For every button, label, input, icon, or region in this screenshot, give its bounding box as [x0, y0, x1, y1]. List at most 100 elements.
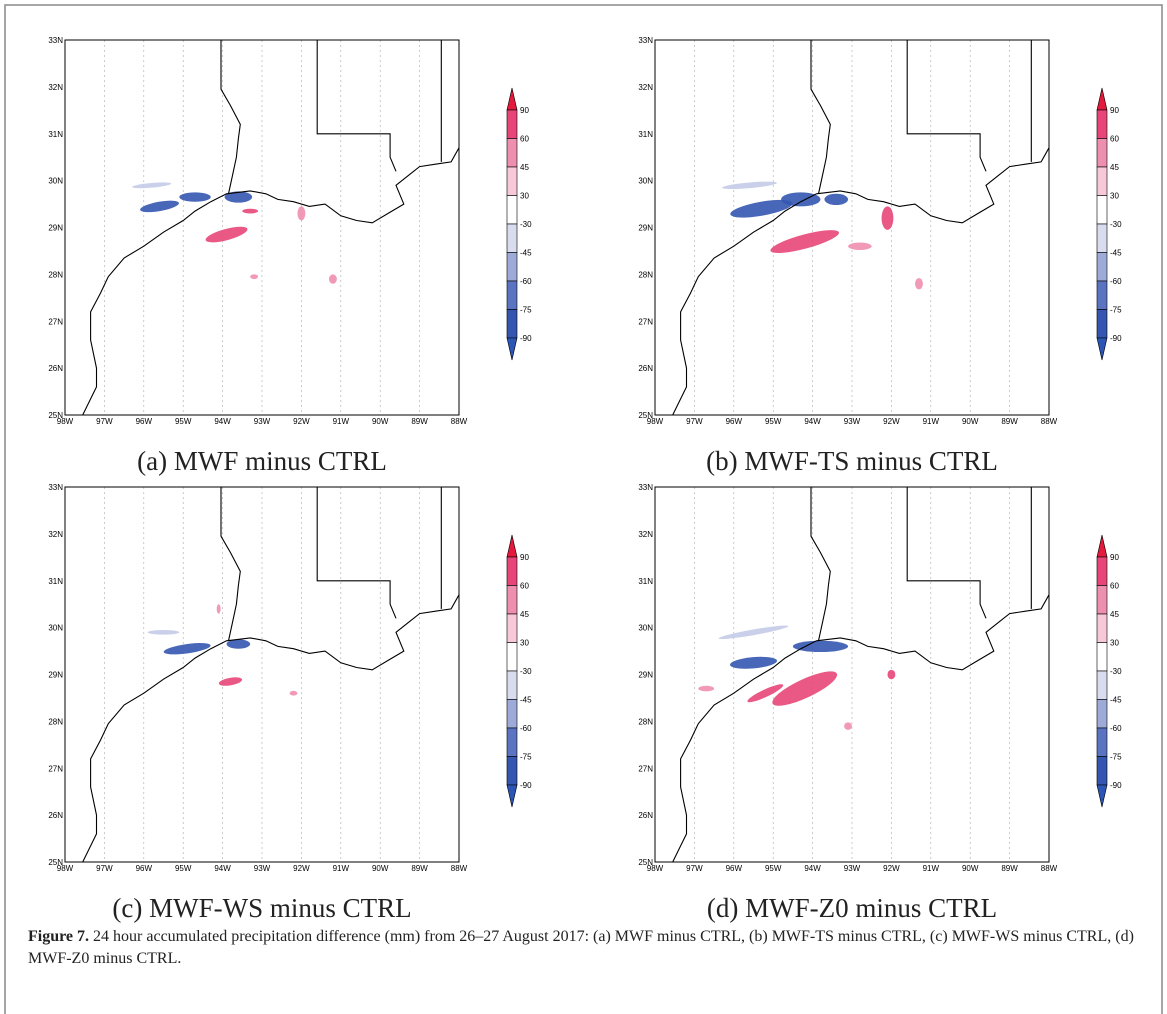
colorbar-label: 60 [1110, 135, 1119, 144]
lon-label: 92W [883, 417, 900, 426]
colorbar-box [1096, 138, 1108, 168]
colorbar-label: -45 [1110, 249, 1122, 258]
lon-label: 96W [726, 417, 743, 426]
lon-label: 95W [175, 864, 192, 873]
lat-label: 27N [638, 764, 653, 773]
panel-caption: (b) MWF-TS minus CTRL [706, 446, 998, 476]
lat-label: 26N [638, 364, 653, 373]
lon-label: 98W [647, 417, 664, 426]
panel-caption: (a) MWF minus CTRL [137, 446, 387, 476]
lat-label: 25N [638, 858, 653, 867]
precip-anomaly [698, 685, 715, 692]
colorbar-label: -90 [520, 781, 532, 790]
lat-label: 26N [48, 811, 63, 820]
colorbar-box [506, 166, 518, 196]
colorbar-box [506, 642, 518, 672]
frame [4, 4, 1163, 1014]
lat-label: 30N [48, 177, 63, 186]
colorbar-cap [1096, 534, 1108, 558]
lon-label: 91W [333, 417, 350, 426]
colorbar-box [1096, 756, 1108, 786]
colorbar-label: -45 [520, 249, 532, 258]
colorbar-label: -75 [1110, 306, 1122, 315]
lat-label: 28N [638, 270, 653, 279]
lat-label: 29N [638, 671, 653, 680]
lat-label: 25N [48, 411, 63, 420]
lon-label: 90W [372, 417, 389, 426]
precip-anomaly [729, 656, 778, 669]
colorbar-box [1096, 280, 1108, 310]
caption-text: 24 hour accumulated precipitation differ… [28, 928, 1134, 967]
colorbar-label: -75 [1110, 753, 1122, 762]
lon-label: 94W [804, 417, 821, 426]
map-border [654, 486, 1050, 863]
colorbar-cap [1096, 337, 1108, 361]
panel-caption: (c) MWF-WS minus CTRL [112, 893, 411, 923]
panel-caption: (d) MWF-Z0 minus CTRL [707, 893, 997, 923]
caption-label: Figure 7. [28, 928, 90, 945]
precip-anomaly [226, 639, 251, 649]
colorbar-label: 30 [520, 192, 529, 201]
colorbar-box [1096, 642, 1108, 672]
colorbar-label: -30 [520, 220, 532, 229]
lat-label: 33N [48, 36, 63, 45]
lon-label: 97W [96, 864, 113, 873]
precip-anomaly [250, 274, 259, 280]
colorbar-box [1096, 252, 1108, 282]
colorbar-box [1096, 166, 1108, 196]
colorbar-cap [506, 337, 518, 361]
precip-anomaly [770, 230, 840, 253]
colorbar-box [506, 195, 518, 225]
lon-label: 93W [254, 417, 271, 426]
precip-anomaly [781, 192, 821, 207]
lat-label: 33N [638, 483, 653, 492]
colorbar-label: 60 [520, 582, 529, 591]
lon-label: 89W [1001, 864, 1018, 873]
colorbar-label: -45 [1110, 696, 1122, 705]
colorbar-box [506, 223, 518, 253]
coastline [316, 487, 397, 619]
colorbar-label: -75 [520, 753, 532, 762]
colorbar-label: 45 [520, 163, 529, 172]
precip-anomaly [792, 640, 849, 652]
precip-anomaly [328, 274, 337, 284]
precip-anomaly [881, 206, 894, 230]
lat-label: 33N [48, 483, 63, 492]
precip-anomaly [844, 722, 852, 730]
coastline [810, 487, 831, 641]
precip-anomaly [289, 690, 298, 696]
precip-anomaly [179, 192, 211, 202]
lon-label: 93W [844, 417, 861, 426]
colorbar-box [506, 556, 518, 586]
coastline [82, 147, 460, 416]
colorbar-label: -75 [520, 306, 532, 315]
precip-anomaly [772, 671, 838, 706]
colorbar-cap [1096, 784, 1108, 808]
colorbar-label: -90 [1110, 781, 1122, 790]
colorbar-box [1096, 195, 1108, 225]
lon-label: 88W [451, 417, 468, 426]
colorbar-label: -90 [520, 334, 532, 343]
precip-anomaly [887, 669, 896, 680]
map-border [654, 39, 1050, 416]
precip-anomaly [722, 181, 778, 190]
precip-anomaly [297, 206, 306, 221]
lon-label: 93W [254, 864, 271, 873]
colorbar-label: 30 [520, 639, 529, 648]
lon-label: 95W [175, 417, 192, 426]
colorbar-box [506, 727, 518, 757]
coastline [906, 40, 987, 172]
lat-label: 32N [48, 83, 63, 92]
colorbar-box [506, 670, 518, 700]
colorbar-box [1096, 556, 1108, 586]
lat-label: 25N [638, 411, 653, 420]
map-background [655, 487, 1049, 862]
lon-label: 97W [96, 417, 113, 426]
precip-anomaly [718, 625, 789, 640]
colorbar-label: -60 [520, 724, 532, 733]
colorbar-box [1096, 727, 1108, 757]
colorbar-box [1096, 585, 1108, 615]
lon-label: 92W [293, 417, 310, 426]
lon-label: 89W [1001, 417, 1018, 426]
